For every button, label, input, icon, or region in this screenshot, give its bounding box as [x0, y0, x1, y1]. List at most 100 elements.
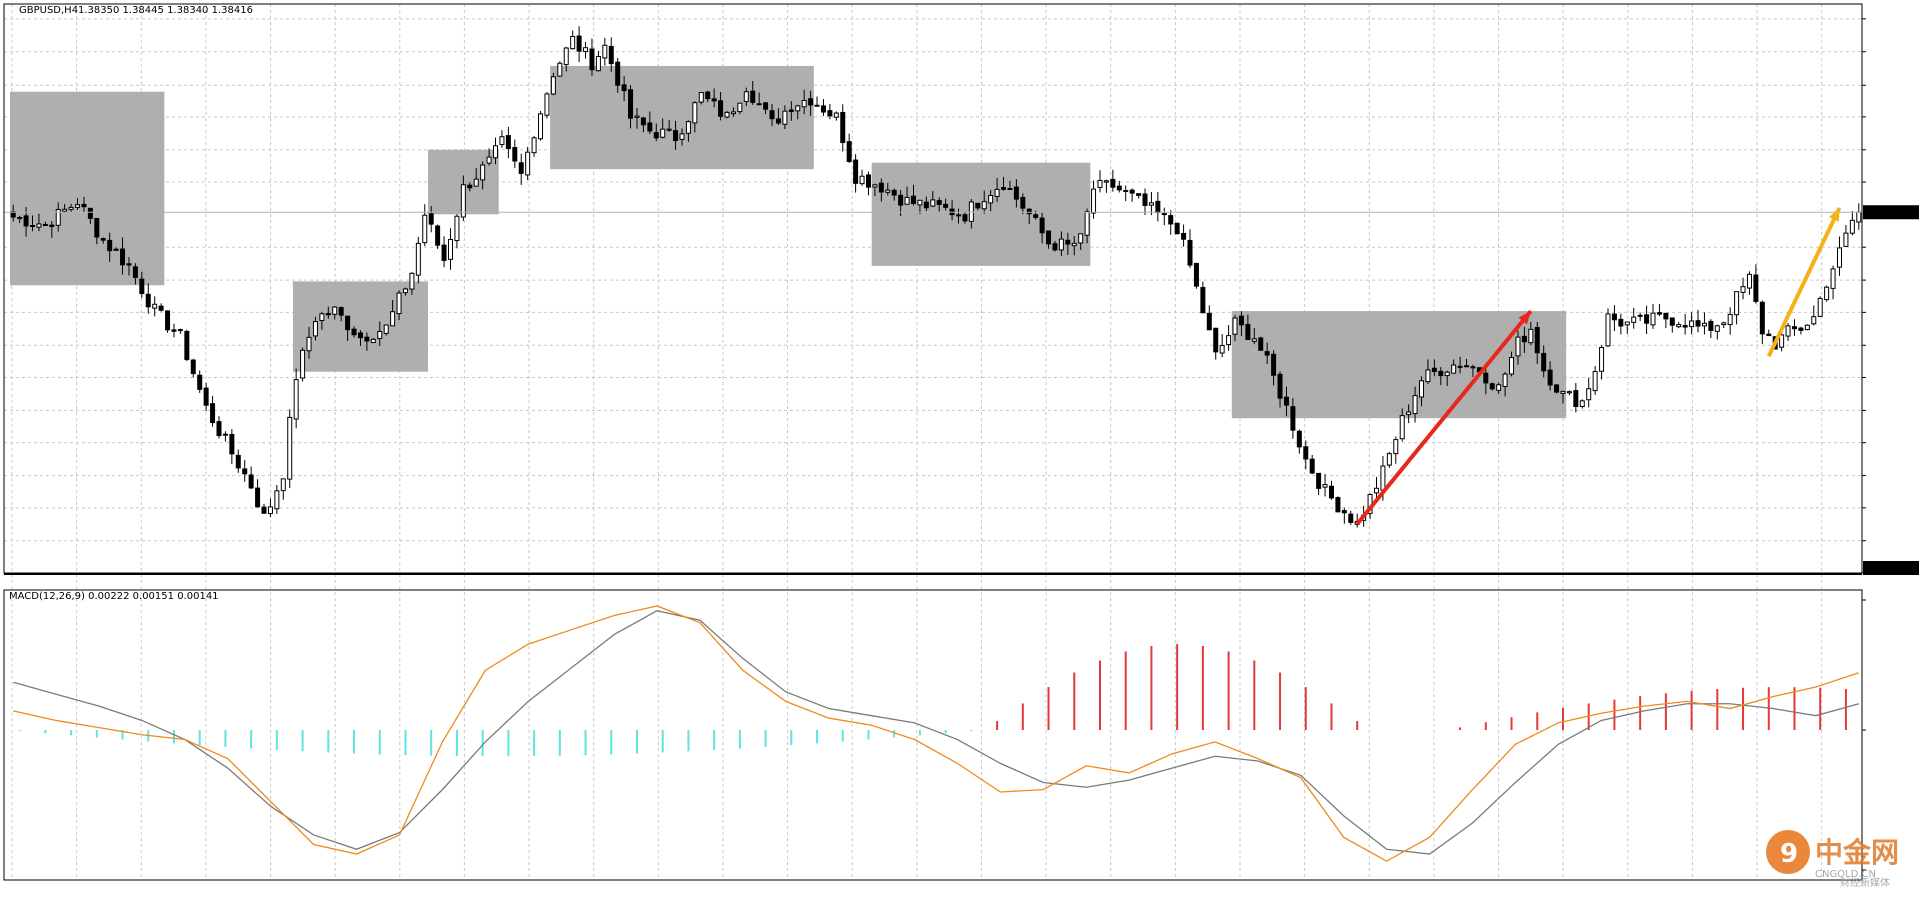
- candle-body: [1065, 239, 1071, 245]
- candle-body: [1824, 286, 1830, 301]
- trend-arrow-line: [1355, 309, 1533, 526]
- candle-body: [1264, 351, 1270, 356]
- candle-body: [910, 195, 916, 204]
- candle-body: [1046, 230, 1052, 245]
- candle-body: [962, 214, 968, 222]
- candle-body: [1406, 411, 1412, 416]
- candle-body: [319, 313, 325, 321]
- candle-body: [152, 303, 158, 309]
- candle-body: [49, 224, 55, 228]
- candle-body: [1316, 472, 1322, 489]
- candle-body: [512, 147, 518, 162]
- candle-body: [1746, 273, 1752, 289]
- trend-arrow-line: [1766, 206, 1842, 358]
- candle-body: [87, 207, 93, 219]
- candle-body: [1116, 185, 1122, 191]
- candle-body: [634, 115, 640, 118]
- candle-body: [1328, 485, 1334, 499]
- candle-body: [1663, 312, 1669, 320]
- candle-body: [94, 217, 100, 238]
- candle-body: [743, 91, 749, 102]
- candle-body: [1123, 190, 1129, 193]
- candle-body: [216, 421, 222, 437]
- candle-body: [261, 506, 267, 514]
- candle-body: [1470, 366, 1476, 369]
- candle-body: [865, 174, 871, 188]
- watermark-logo-icon: [1766, 830, 1810, 874]
- macd-header: MACD(12,26,9) 0.00222 0.00151 0.00141: [9, 591, 219, 602]
- candle-body: [1566, 391, 1572, 394]
- symbol-label: GBPUSD,H4: [19, 5, 78, 16]
- candle-body: [1708, 320, 1714, 331]
- candle-body: [1431, 367, 1437, 373]
- candle-body: [724, 111, 730, 118]
- candle-body: [1309, 458, 1315, 474]
- candle-body: [1258, 337, 1264, 351]
- candle-body: [698, 92, 704, 103]
- candle-body: [1830, 268, 1836, 289]
- candle-body: [229, 433, 235, 455]
- candle-body: [1219, 344, 1225, 354]
- candle-body: [1393, 439, 1399, 455]
- macd-line: [13, 605, 1859, 862]
- candle-body: [1103, 180, 1109, 183]
- candle-body: [55, 208, 61, 226]
- candle-body: [1412, 395, 1418, 414]
- candle-body: [756, 103, 762, 106]
- macd-panel-frame: [3, 589, 1863, 881]
- candle-body: [1624, 321, 1630, 326]
- candle-body: [242, 468, 248, 475]
- candle-body: [1142, 193, 1148, 206]
- watermark: 9 中金网 CNGOLD.CN 财经新媒体: [1766, 830, 1899, 889]
- candle-body: [325, 313, 331, 316]
- candle-body: [576, 35, 582, 52]
- candle-body: [1528, 328, 1534, 344]
- candle-body: [480, 164, 486, 181]
- candle-body: [100, 238, 106, 241]
- candle-body: [1579, 400, 1585, 407]
- candle-body: [1290, 406, 1296, 431]
- candle-body: [595, 55, 601, 72]
- candle-body: [158, 305, 164, 311]
- candle-body: [255, 487, 261, 508]
- candle-body: [840, 111, 846, 144]
- candle-body: [981, 201, 987, 210]
- candle-body: [1509, 357, 1515, 375]
- candle-body: [248, 474, 254, 489]
- candle-body: [287, 416, 293, 480]
- candle-body: [1798, 327, 1804, 331]
- ohlc-label: 1.38350 1.38445 1.38340 1.38416: [78, 5, 253, 16]
- candle-body: [1804, 324, 1810, 331]
- candle-body: [518, 162, 524, 174]
- candle-body: [1541, 352, 1547, 372]
- candle-body: [17, 216, 23, 220]
- candle-body: [165, 310, 171, 331]
- candle-body: [1650, 312, 1656, 326]
- candle-body: [775, 118, 781, 124]
- candle-body: [493, 145, 499, 159]
- candle-body: [1174, 222, 1180, 235]
- candle-body: [1129, 189, 1135, 194]
- candle-body: [306, 336, 312, 352]
- candle-body: [788, 109, 794, 113]
- candle-body: [1753, 274, 1759, 302]
- candle-body: [1554, 384, 1560, 393]
- candle-body: [898, 194, 904, 206]
- candle-body: [930, 199, 936, 207]
- candle-body: [885, 189, 891, 193]
- candle-body: [274, 490, 280, 510]
- candle-body: [1296, 430, 1302, 448]
- candle-body: [1419, 380, 1425, 398]
- candle-body: [1644, 314, 1650, 324]
- candle-body: [42, 224, 48, 227]
- watermark-url: CNGOLD.CN: [1815, 869, 1876, 880]
- candle-body: [505, 135, 511, 150]
- candle-body: [30, 225, 36, 228]
- candle-body: [293, 379, 299, 420]
- candle-body: [1573, 390, 1579, 408]
- candle-body: [1817, 297, 1823, 317]
- candle-body: [267, 506, 273, 514]
- candle-body: [808, 98, 814, 106]
- candle-body: [853, 159, 859, 184]
- candle-body: [1200, 286, 1206, 314]
